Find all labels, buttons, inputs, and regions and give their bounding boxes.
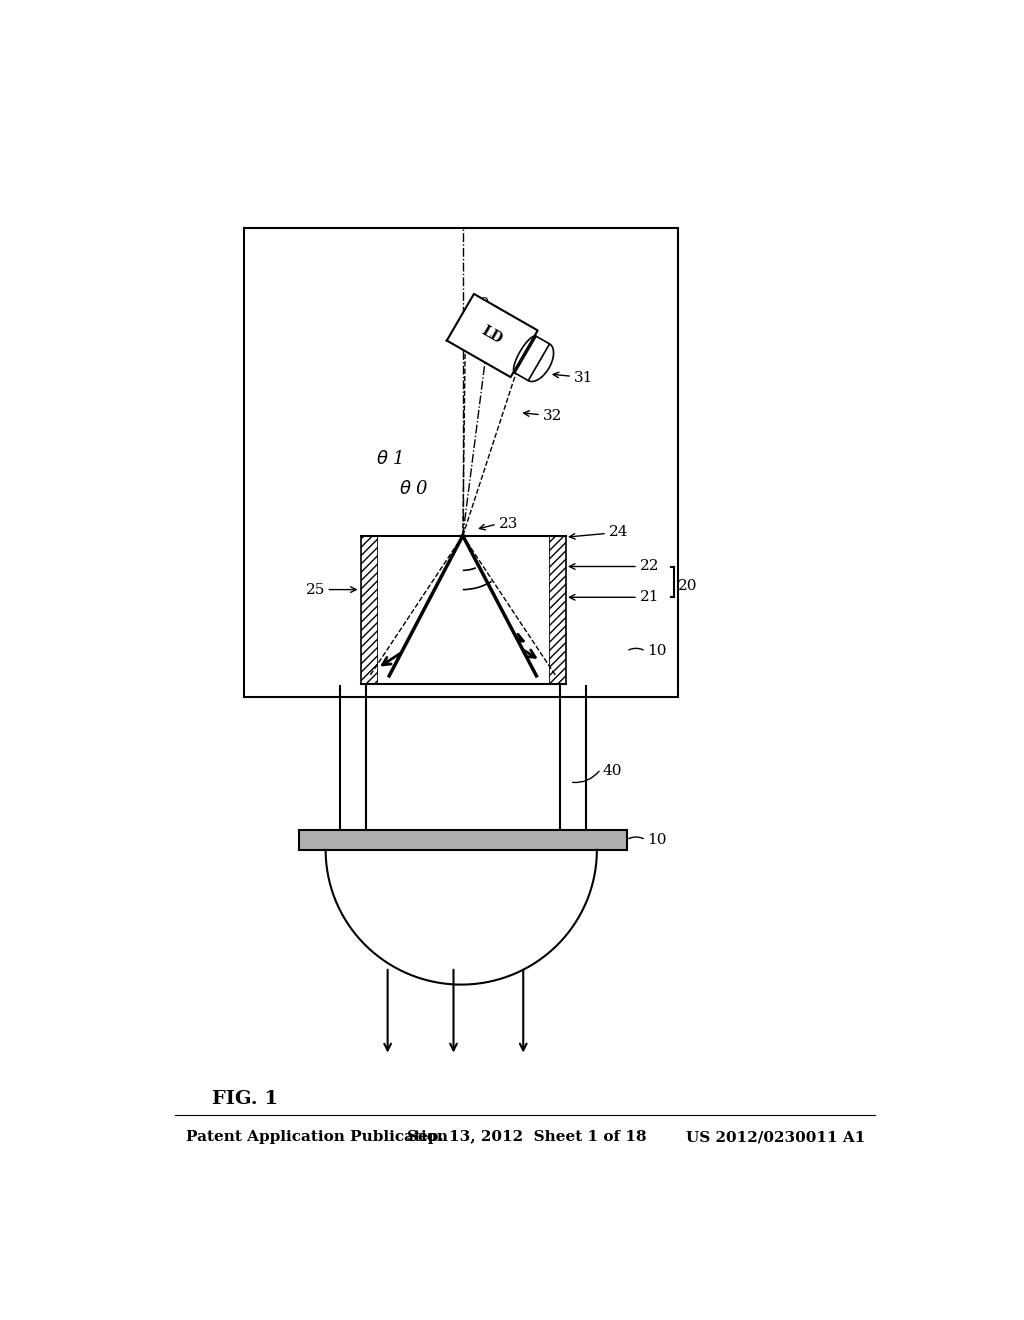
Polygon shape (515, 337, 550, 380)
Text: 25: 25 (306, 582, 326, 597)
Text: 24: 24 (608, 525, 628, 539)
Text: 20: 20 (678, 578, 697, 593)
Text: LD: LD (479, 323, 505, 347)
Text: Patent Application Publication: Patent Application Publication (186, 1130, 449, 1144)
Text: US 2012/0230011 A1: US 2012/0230011 A1 (686, 1130, 865, 1144)
Text: 26: 26 (478, 602, 498, 616)
Text: 30: 30 (471, 297, 490, 312)
Text: 21: 21 (640, 590, 659, 605)
Text: 22: 22 (640, 560, 659, 573)
Bar (245, 227, 678, 697)
Polygon shape (389, 536, 537, 676)
Text: 10: 10 (647, 644, 667, 659)
Bar (378, 536, 549, 684)
Text: FIG. 1: FIG. 1 (212, 1090, 278, 1107)
Text: $\theta$ 0: $\theta$ 0 (399, 480, 429, 499)
Bar (360, 536, 378, 684)
Bar (299, 830, 627, 850)
Text: 32: 32 (543, 409, 562, 424)
Polygon shape (446, 294, 538, 378)
Text: Sep. 13, 2012  Sheet 1 of 18: Sep. 13, 2012 Sheet 1 of 18 (407, 1130, 646, 1144)
Bar (549, 536, 566, 684)
Text: $\theta$ 1: $\theta$ 1 (376, 450, 402, 467)
Text: 31: 31 (573, 371, 593, 385)
Text: 40: 40 (602, 763, 622, 777)
Text: 10: 10 (647, 833, 667, 847)
Text: 23: 23 (499, 517, 518, 531)
